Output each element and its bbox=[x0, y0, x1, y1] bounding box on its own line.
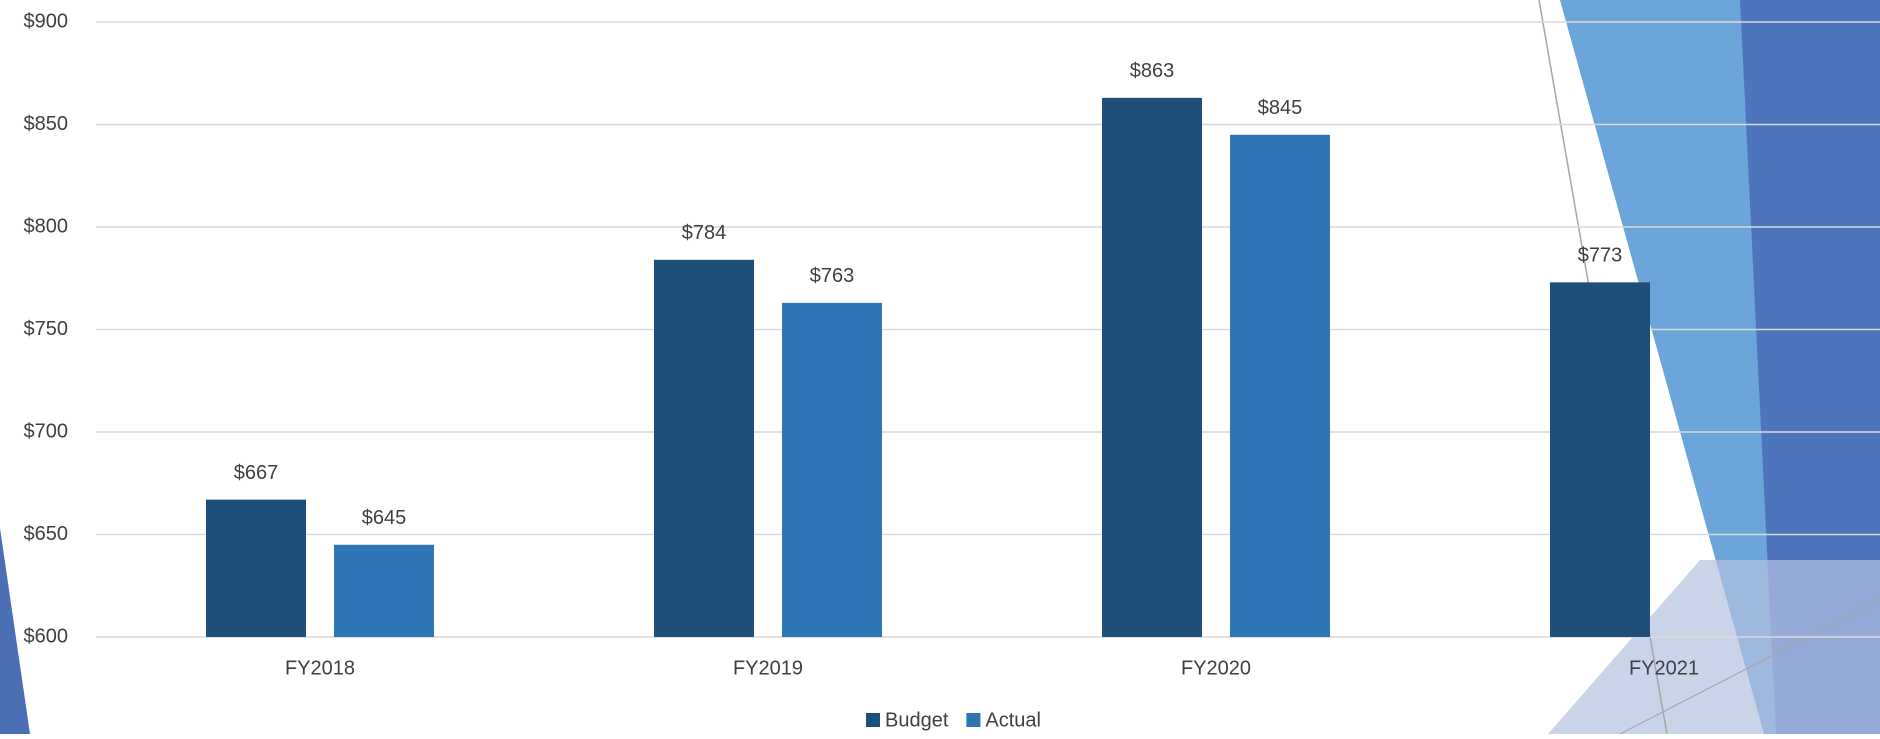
data-label: $845 bbox=[1258, 97, 1303, 119]
bar bbox=[654, 259, 754, 637]
data-label: $667 bbox=[234, 462, 279, 484]
x-tick-label: FY2020 bbox=[1181, 657, 1251, 679]
data-label: $784 bbox=[682, 222, 727, 244]
data-label: $863 bbox=[1130, 60, 1175, 82]
bar bbox=[1550, 282, 1650, 637]
bar bbox=[1230, 134, 1330, 637]
y-tick-label: $700 bbox=[24, 420, 69, 442]
legend-label: Budget bbox=[885, 709, 949, 731]
data-label: $645 bbox=[362, 507, 407, 529]
legend-swatch bbox=[966, 713, 981, 727]
y-tick-label: $800 bbox=[24, 215, 69, 237]
bar bbox=[206, 499, 306, 637]
data-label: $773 bbox=[1578, 245, 1623, 267]
y-tick-label: $650 bbox=[24, 523, 69, 545]
y-tick-label: $850 bbox=[24, 113, 69, 135]
data-label: $763 bbox=[810, 265, 855, 287]
y-tick-label: $600 bbox=[24, 625, 69, 647]
x-tick-label: FY2018 bbox=[285, 657, 355, 679]
bar bbox=[782, 302, 882, 637]
bar bbox=[1102, 97, 1202, 638]
y-tick-label: $900 bbox=[24, 10, 69, 32]
y-tick-label: $750 bbox=[24, 318, 69, 340]
legend-label: Actual bbox=[985, 709, 1041, 731]
bar bbox=[334, 544, 434, 637]
x-tick-label: FY2021 bbox=[1629, 657, 1699, 679]
legend-swatch bbox=[866, 713, 880, 727]
x-tick-label: FY2019 bbox=[733, 657, 803, 679]
